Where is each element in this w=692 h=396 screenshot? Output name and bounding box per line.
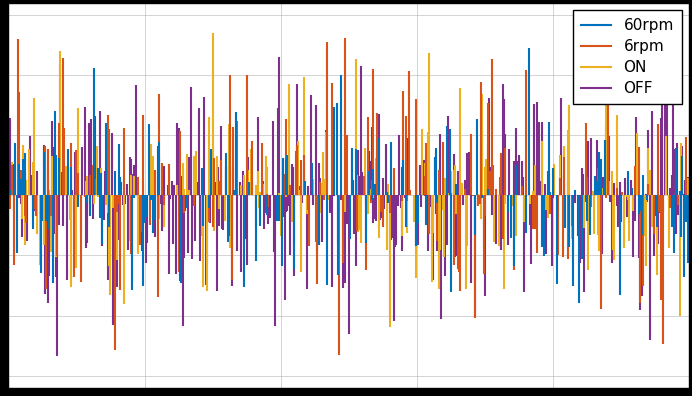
Legend: 60rpm, 6rpm, ON, OFF: 60rpm, 6rpm, ON, OFF (573, 10, 682, 104)
